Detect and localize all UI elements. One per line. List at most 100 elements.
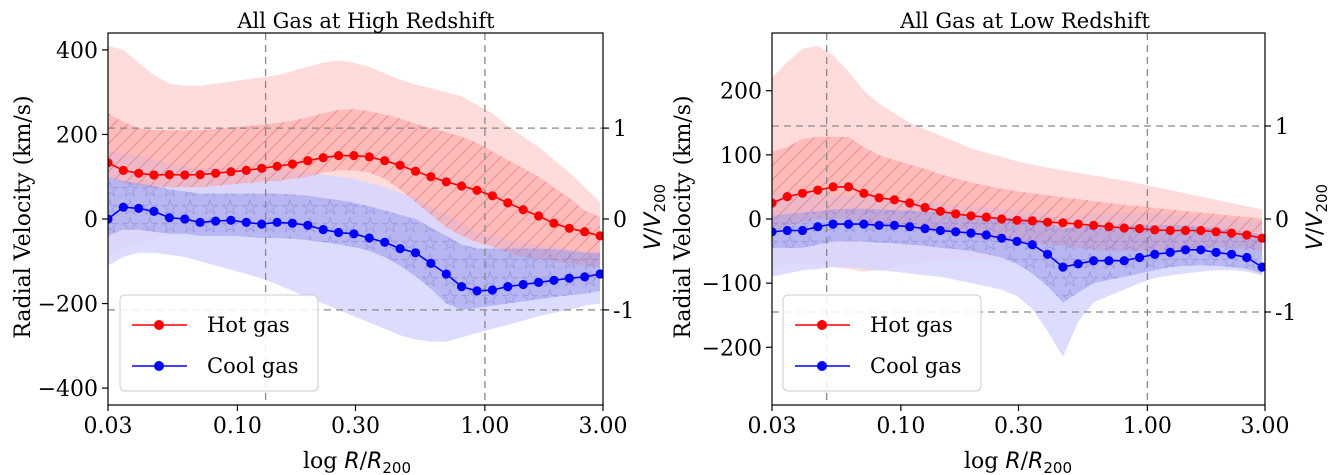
cool-gas-point — [395, 244, 405, 254]
cool-gas-point — [426, 258, 436, 268]
hot-gas-point — [1196, 225, 1206, 236]
plot-content — [108, 33, 603, 405]
cool-gas-point — [889, 220, 900, 230]
hot-gas-point — [580, 227, 590, 237]
hot-gas-point — [951, 209, 961, 219]
cool-gas-point — [1043, 249, 1053, 259]
hot-gas-inner-band-hatch — [108, 109, 601, 268]
hot-gas-point — [1180, 225, 1191, 236]
hot-gas-point — [441, 177, 451, 187]
cool-gas-point — [272, 217, 282, 227]
cool-gas-point — [410, 248, 421, 258]
cool-gas-point — [287, 218, 297, 228]
legend-marker-hot — [154, 320, 164, 330]
cool-gas-point — [518, 279, 528, 290]
cool-gas-point — [134, 203, 144, 213]
cool-gas-point — [226, 215, 236, 225]
hot-gas-point — [905, 198, 915, 208]
x-tick-label: 0.03 — [748, 414, 797, 439]
hot-gas-point — [549, 218, 559, 228]
y-axis-label: Radial Velocity (km/s) — [11, 95, 36, 338]
hot-gas-point — [318, 153, 328, 163]
cool-gas-point — [1119, 256, 1129, 266]
x-tick-label: 3.00 — [579, 414, 628, 439]
x-axis-label: log R/R200 — [303, 449, 411, 475]
cool-gas-point — [1134, 252, 1145, 263]
cool-gas-point — [1196, 245, 1206, 255]
hot-gas-point — [364, 152, 374, 162]
y2-tick-label: 1 — [1275, 115, 1289, 140]
hot-gas-point — [966, 211, 976, 221]
hot-gas-point — [226, 167, 236, 177]
cool-gas-point — [149, 206, 159, 216]
hot-gas-point — [1242, 230, 1252, 240]
cool-gas-point — [580, 272, 590, 282]
hot-gas-point — [874, 193, 884, 203]
cool-gas-point — [457, 282, 467, 292]
cool-gas-point — [118, 202, 128, 212]
plot-area: 0.03 0.10 0.30 1.00 3.00 −200 −100 0 100 200 -1 0 1 — [702, 32, 1296, 439]
hot-gas-point — [457, 181, 467, 191]
cool-gas-point — [364, 233, 374, 243]
plot-content — [772, 33, 1265, 405]
cool-gas-point — [920, 224, 930, 234]
legend-box — [782, 294, 982, 392]
x-tick-label: 3.00 — [1241, 414, 1290, 439]
cool-gas-point — [951, 227, 961, 237]
hot-gas-point — [981, 212, 991, 222]
y-axis-label: Radial Velocity (km/s) — [671, 95, 696, 338]
cool-gas-point — [349, 229, 359, 239]
cool-gas-point — [1180, 245, 1191, 255]
chart-panel-low-redshift: All Gas at Low Redshift 0.03 0.10 0.30 1.00… — [671, 9, 1331, 475]
y-tick-label: 100 — [720, 144, 762, 169]
plot-area: 0.03 0.10 0.30 1.00 3.00 −400 −200 0 200 400 -1 0 1 — [38, 32, 634, 439]
cool-gas-point — [257, 219, 267, 229]
hot-gas-point — [257, 163, 267, 173]
cool-gas-point — [782, 225, 792, 236]
hot-gas-point — [349, 151, 359, 161]
cool-gas-point — [334, 227, 344, 238]
hot-gas-point — [564, 223, 574, 233]
hot-gas-point — [426, 172, 436, 182]
y-tick-label: −200 — [702, 336, 762, 361]
hot-gas-point — [108, 158, 113, 168]
hot-gas-point — [1257, 233, 1265, 243]
cool-gas-point — [380, 237, 390, 247]
legend: Hot gas Cool gas — [119, 294, 319, 392]
y2-tick-label: 0 — [613, 208, 627, 233]
hot-gas-point — [518, 205, 528, 215]
cool-gas-point — [1027, 240, 1037, 250]
hot-gas-point — [272, 161, 282, 171]
x-tick-label: 0.30 — [994, 414, 1043, 439]
hot-gas-point — [997, 214, 1007, 224]
cool-gas-point — [318, 225, 328, 235]
hot-gas-point — [1104, 222, 1114, 232]
legend-label-hot: Hot gas — [870, 313, 953, 337]
cool-gas-point — [772, 227, 777, 237]
cool-gas-point — [1104, 256, 1114, 266]
y-tick-label: 200 — [56, 123, 98, 148]
hot-gas-point — [1150, 225, 1160, 235]
cool-gas-point — [164, 213, 174, 223]
hot-gas-point — [380, 156, 390, 166]
hot-gas-point — [487, 191, 497, 201]
hot-gas-point — [118, 165, 128, 175]
x-tick-label: 0.10 — [213, 414, 262, 439]
hot-gas-point — [410, 166, 421, 176]
hot-gas-point — [920, 202, 930, 213]
cool-gas-point — [859, 219, 869, 229]
legend-label-cool: Cool gas — [207, 354, 299, 378]
hot-gas-point — [180, 170, 190, 180]
hot-gas-point — [1012, 215, 1022, 225]
y2-tick-label: 0 — [1275, 208, 1289, 233]
x-tick-label: 0.10 — [876, 414, 925, 439]
cool-gas-point — [997, 233, 1007, 243]
cool-gas-point — [564, 273, 574, 283]
y-tick-label: 200 — [720, 80, 762, 105]
hot-gas-point — [813, 185, 823, 195]
hot-gas-point — [1134, 224, 1145, 234]
hot-gas-point — [1119, 223, 1129, 233]
hot-gas-point — [534, 211, 544, 221]
hot-gas-point — [503, 198, 513, 208]
cool-gas-point — [1242, 252, 1252, 263]
